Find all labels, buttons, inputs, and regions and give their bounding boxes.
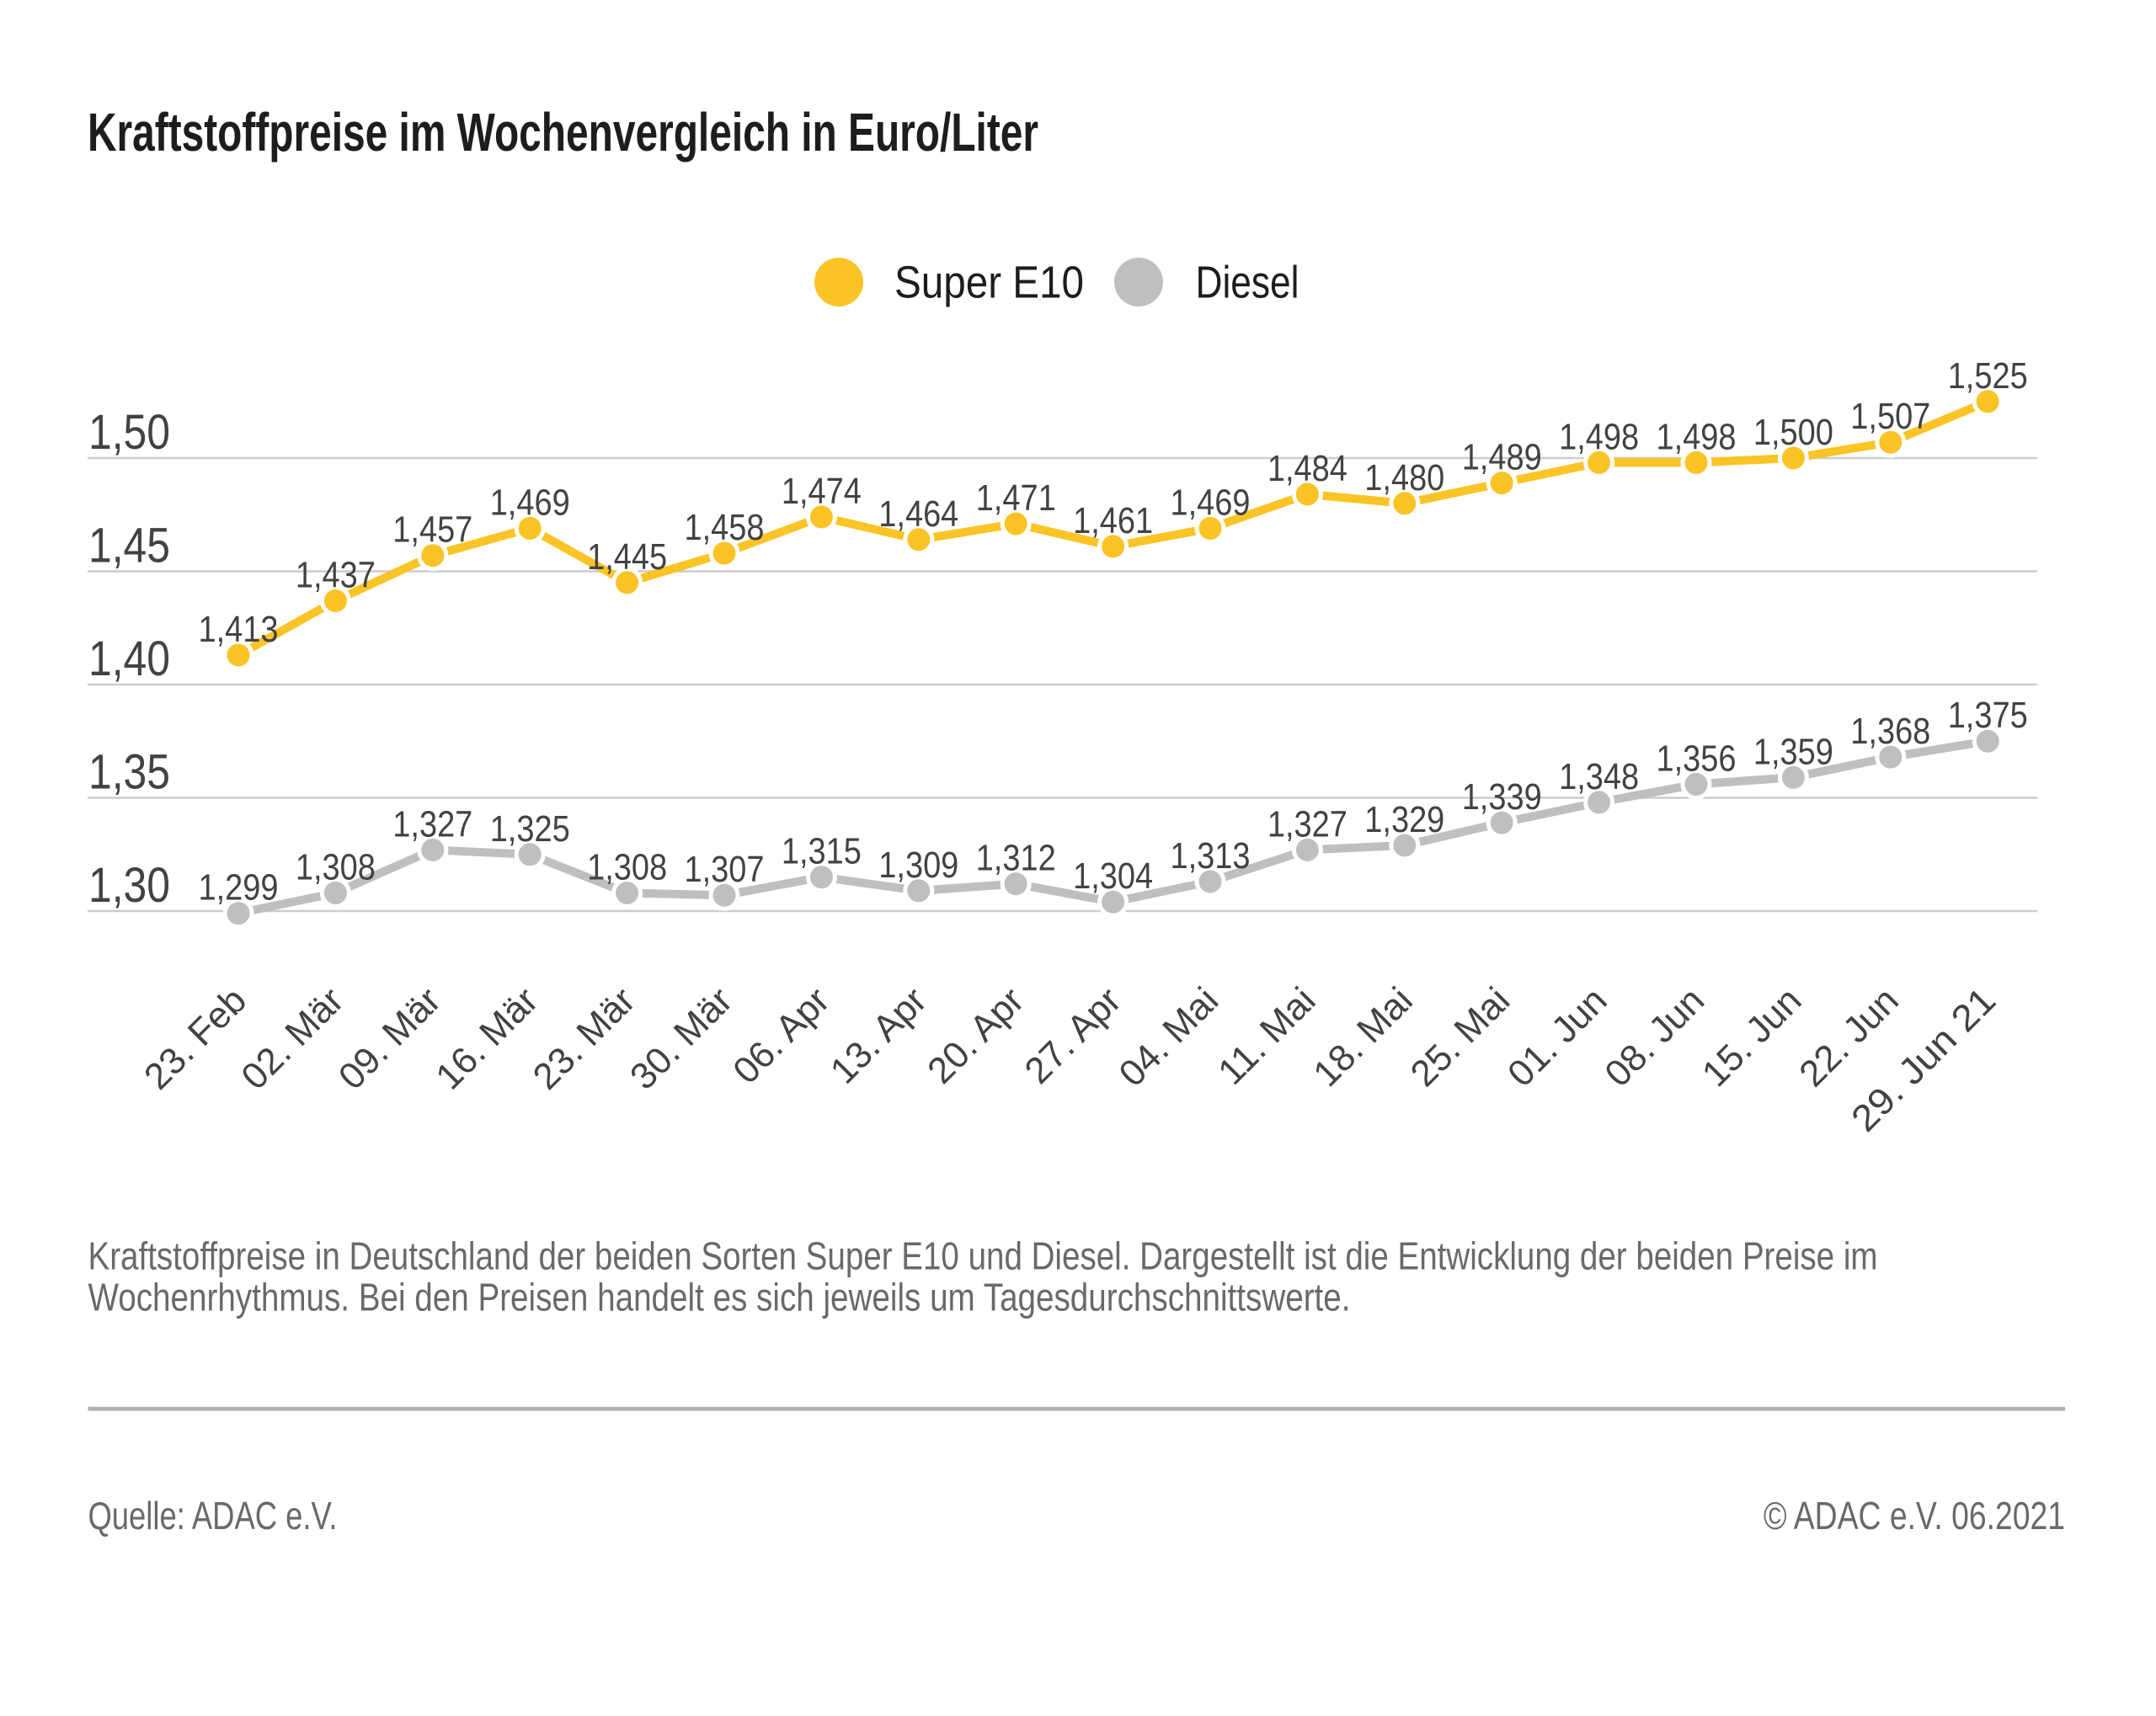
svg-text:1,480: 1,480 bbox=[1364, 457, 1444, 498]
svg-text:1,327: 1,327 bbox=[392, 803, 472, 845]
svg-text:1,359: 1,359 bbox=[1753, 731, 1833, 772]
svg-text:1,445: 1,445 bbox=[587, 536, 667, 578]
svg-text:1,327: 1,327 bbox=[1267, 803, 1348, 845]
svg-text:1,339: 1,339 bbox=[1462, 776, 1542, 818]
svg-text:1,464: 1,464 bbox=[878, 493, 958, 535]
svg-text:1,461: 1,461 bbox=[1073, 500, 1153, 541]
svg-text:1,375: 1,375 bbox=[1948, 695, 2028, 736]
svg-text:1,500: 1,500 bbox=[1753, 412, 1833, 453]
svg-text:Kraftstoffpreise im Wochenverg: Kraftstoffpreise im Wochenvergleich in E… bbox=[88, 102, 1038, 163]
svg-text:1,457: 1,457 bbox=[392, 509, 472, 551]
svg-text:1,437: 1,437 bbox=[296, 555, 376, 596]
svg-text:1,45: 1,45 bbox=[88, 519, 170, 573]
svg-text:1,30: 1,30 bbox=[88, 858, 170, 913]
svg-text:1,315: 1,315 bbox=[782, 831, 862, 872]
svg-text:1,40: 1,40 bbox=[88, 632, 170, 686]
svg-text:1,348: 1,348 bbox=[1559, 756, 1639, 797]
svg-text:1,325: 1,325 bbox=[490, 808, 570, 850]
svg-text:1,469: 1,469 bbox=[1171, 482, 1251, 523]
svg-text:1,356: 1,356 bbox=[1657, 738, 1737, 779]
svg-text:1,469: 1,469 bbox=[490, 482, 570, 523]
svg-text:Diesel: Diesel bbox=[1196, 258, 1299, 308]
svg-text:1,35: 1,35 bbox=[88, 745, 170, 800]
svg-text:1,471: 1,471 bbox=[976, 477, 1056, 519]
svg-text:1,507: 1,507 bbox=[1850, 396, 1930, 437]
svg-text:1,484: 1,484 bbox=[1267, 448, 1348, 489]
svg-text:1,309: 1,309 bbox=[878, 845, 958, 886]
svg-text:1,312: 1,312 bbox=[976, 838, 1056, 879]
svg-text:1,413: 1,413 bbox=[199, 609, 279, 650]
svg-text:1,489: 1,489 bbox=[1462, 437, 1542, 478]
svg-text:Quelle: ADAC e.V.: Quelle: ADAC e.V. bbox=[88, 1494, 338, 1537]
svg-text:1,368: 1,368 bbox=[1850, 711, 1930, 752]
svg-text:1,313: 1,313 bbox=[1171, 835, 1251, 877]
svg-text:1,308: 1,308 bbox=[296, 847, 376, 888]
svg-text:1,474: 1,474 bbox=[782, 471, 862, 512]
svg-text:1,329: 1,329 bbox=[1364, 799, 1444, 840]
svg-text:1,458: 1,458 bbox=[685, 507, 765, 548]
svg-text:Wochenrhythmus. Bei den Preise: Wochenrhythmus. Bei den Preisen handelt … bbox=[88, 1276, 1351, 1319]
svg-text:© ADAC e.V. 06.2021: © ADAC e.V. 06.2021 bbox=[1764, 1494, 2065, 1537]
svg-text:1,525: 1,525 bbox=[1948, 355, 2028, 397]
svg-text:1,498: 1,498 bbox=[1559, 416, 1639, 457]
svg-text:1,498: 1,498 bbox=[1657, 416, 1737, 457]
svg-text:Super E10: Super E10 bbox=[894, 258, 1084, 308]
svg-text:1,299: 1,299 bbox=[199, 867, 279, 909]
svg-text:1,307: 1,307 bbox=[685, 849, 765, 890]
svg-text:1,308: 1,308 bbox=[587, 847, 667, 888]
svg-text:1,304: 1,304 bbox=[1073, 855, 1153, 897]
svg-text:Kraftstoffpreise in Deutschlan: Kraftstoffpreise in Deutschland der beid… bbox=[88, 1234, 1878, 1278]
svg-text:1,50: 1,50 bbox=[88, 405, 170, 460]
